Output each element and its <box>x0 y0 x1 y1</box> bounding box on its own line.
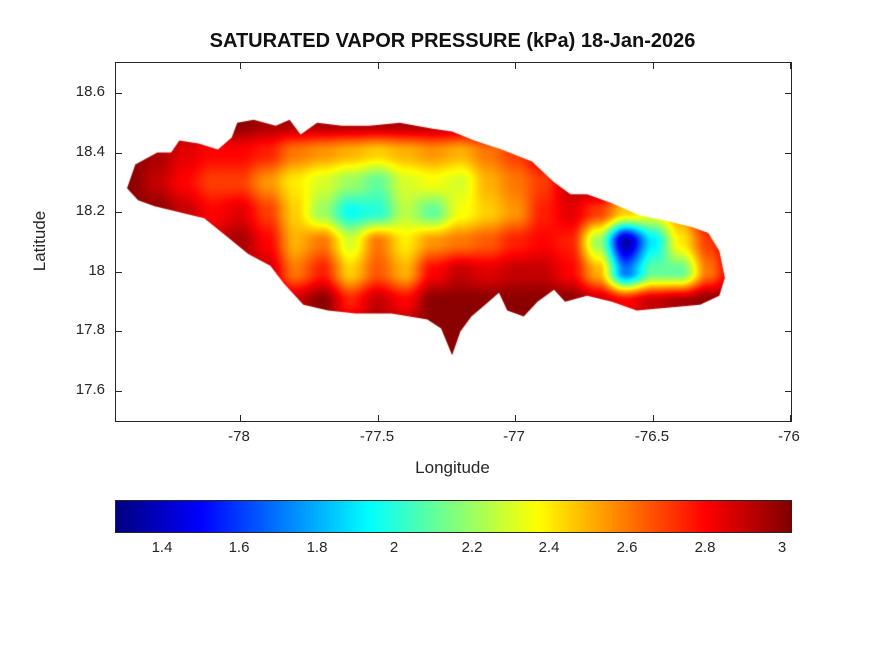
y-tick-label: 17.8 <box>75 321 105 338</box>
x-tick-label: -76 <box>778 428 800 445</box>
x-tick-mark <box>378 63 379 69</box>
colorbar-canvas <box>116 501 791 532</box>
x-tick-mark <box>240 415 241 421</box>
y-tick-mark <box>116 212 122 213</box>
x-tick-label: -77 <box>503 428 525 445</box>
y-tick-label: 18 <box>88 262 105 279</box>
colorbar-tick-label: 2.4 <box>538 539 560 556</box>
x-tick-mark <box>378 415 379 421</box>
y-tick-mark <box>785 153 791 154</box>
y-tick-mark <box>116 391 122 392</box>
y-tick-mark <box>785 212 791 213</box>
colorbar-tick-label: 2.2 <box>461 539 483 556</box>
x-tick-mark <box>790 415 791 421</box>
y-tick-mark <box>785 391 791 392</box>
colorbar-tick-label: 2.8 <box>694 539 716 556</box>
y-tick-mark <box>116 272 122 273</box>
y-tick-mark <box>785 93 791 94</box>
x-tick-label: -76.5 <box>634 428 670 445</box>
y-tick-label: 18.2 <box>75 202 105 219</box>
colorbar-tick-label: 1.4 <box>151 539 173 556</box>
y-tick-mark <box>116 331 122 332</box>
colorbar-tick-label: 2.6 <box>616 539 638 556</box>
x-axis-label: Longitude <box>415 458 490 477</box>
y-tick-mark <box>785 272 791 273</box>
chart-title: SATURATED VAPOR PRESSURE (kPa) 18-Jan-20… <box>209 30 696 52</box>
colorbar <box>115 500 792 533</box>
x-tick-label: -77.5 <box>359 428 395 445</box>
plot-area <box>115 62 792 422</box>
x-tick-mark <box>515 63 516 69</box>
x-tick-label: -78 <box>228 428 250 445</box>
y-tick-mark <box>785 331 791 332</box>
colorbar-tick-label: 3 <box>777 539 787 556</box>
colorbar-tick-label: 2 <box>389 539 399 556</box>
y-tick-mark <box>116 93 122 94</box>
y-tick-label: 18.6 <box>75 83 105 100</box>
colorbar-tick-label: 1.6 <box>228 539 250 556</box>
colorbar-tick-label: 1.8 <box>306 539 328 556</box>
x-tick-mark <box>653 63 654 69</box>
y-tick-mark <box>116 153 122 154</box>
x-tick-mark <box>515 415 516 421</box>
heatmap-canvas <box>116 63 791 421</box>
x-tick-mark <box>790 63 791 69</box>
y-tick-label: 18.4 <box>75 143 105 160</box>
x-tick-mark <box>653 415 654 421</box>
x-tick-mark <box>240 63 241 69</box>
y-tick-label: 17.6 <box>75 381 105 398</box>
